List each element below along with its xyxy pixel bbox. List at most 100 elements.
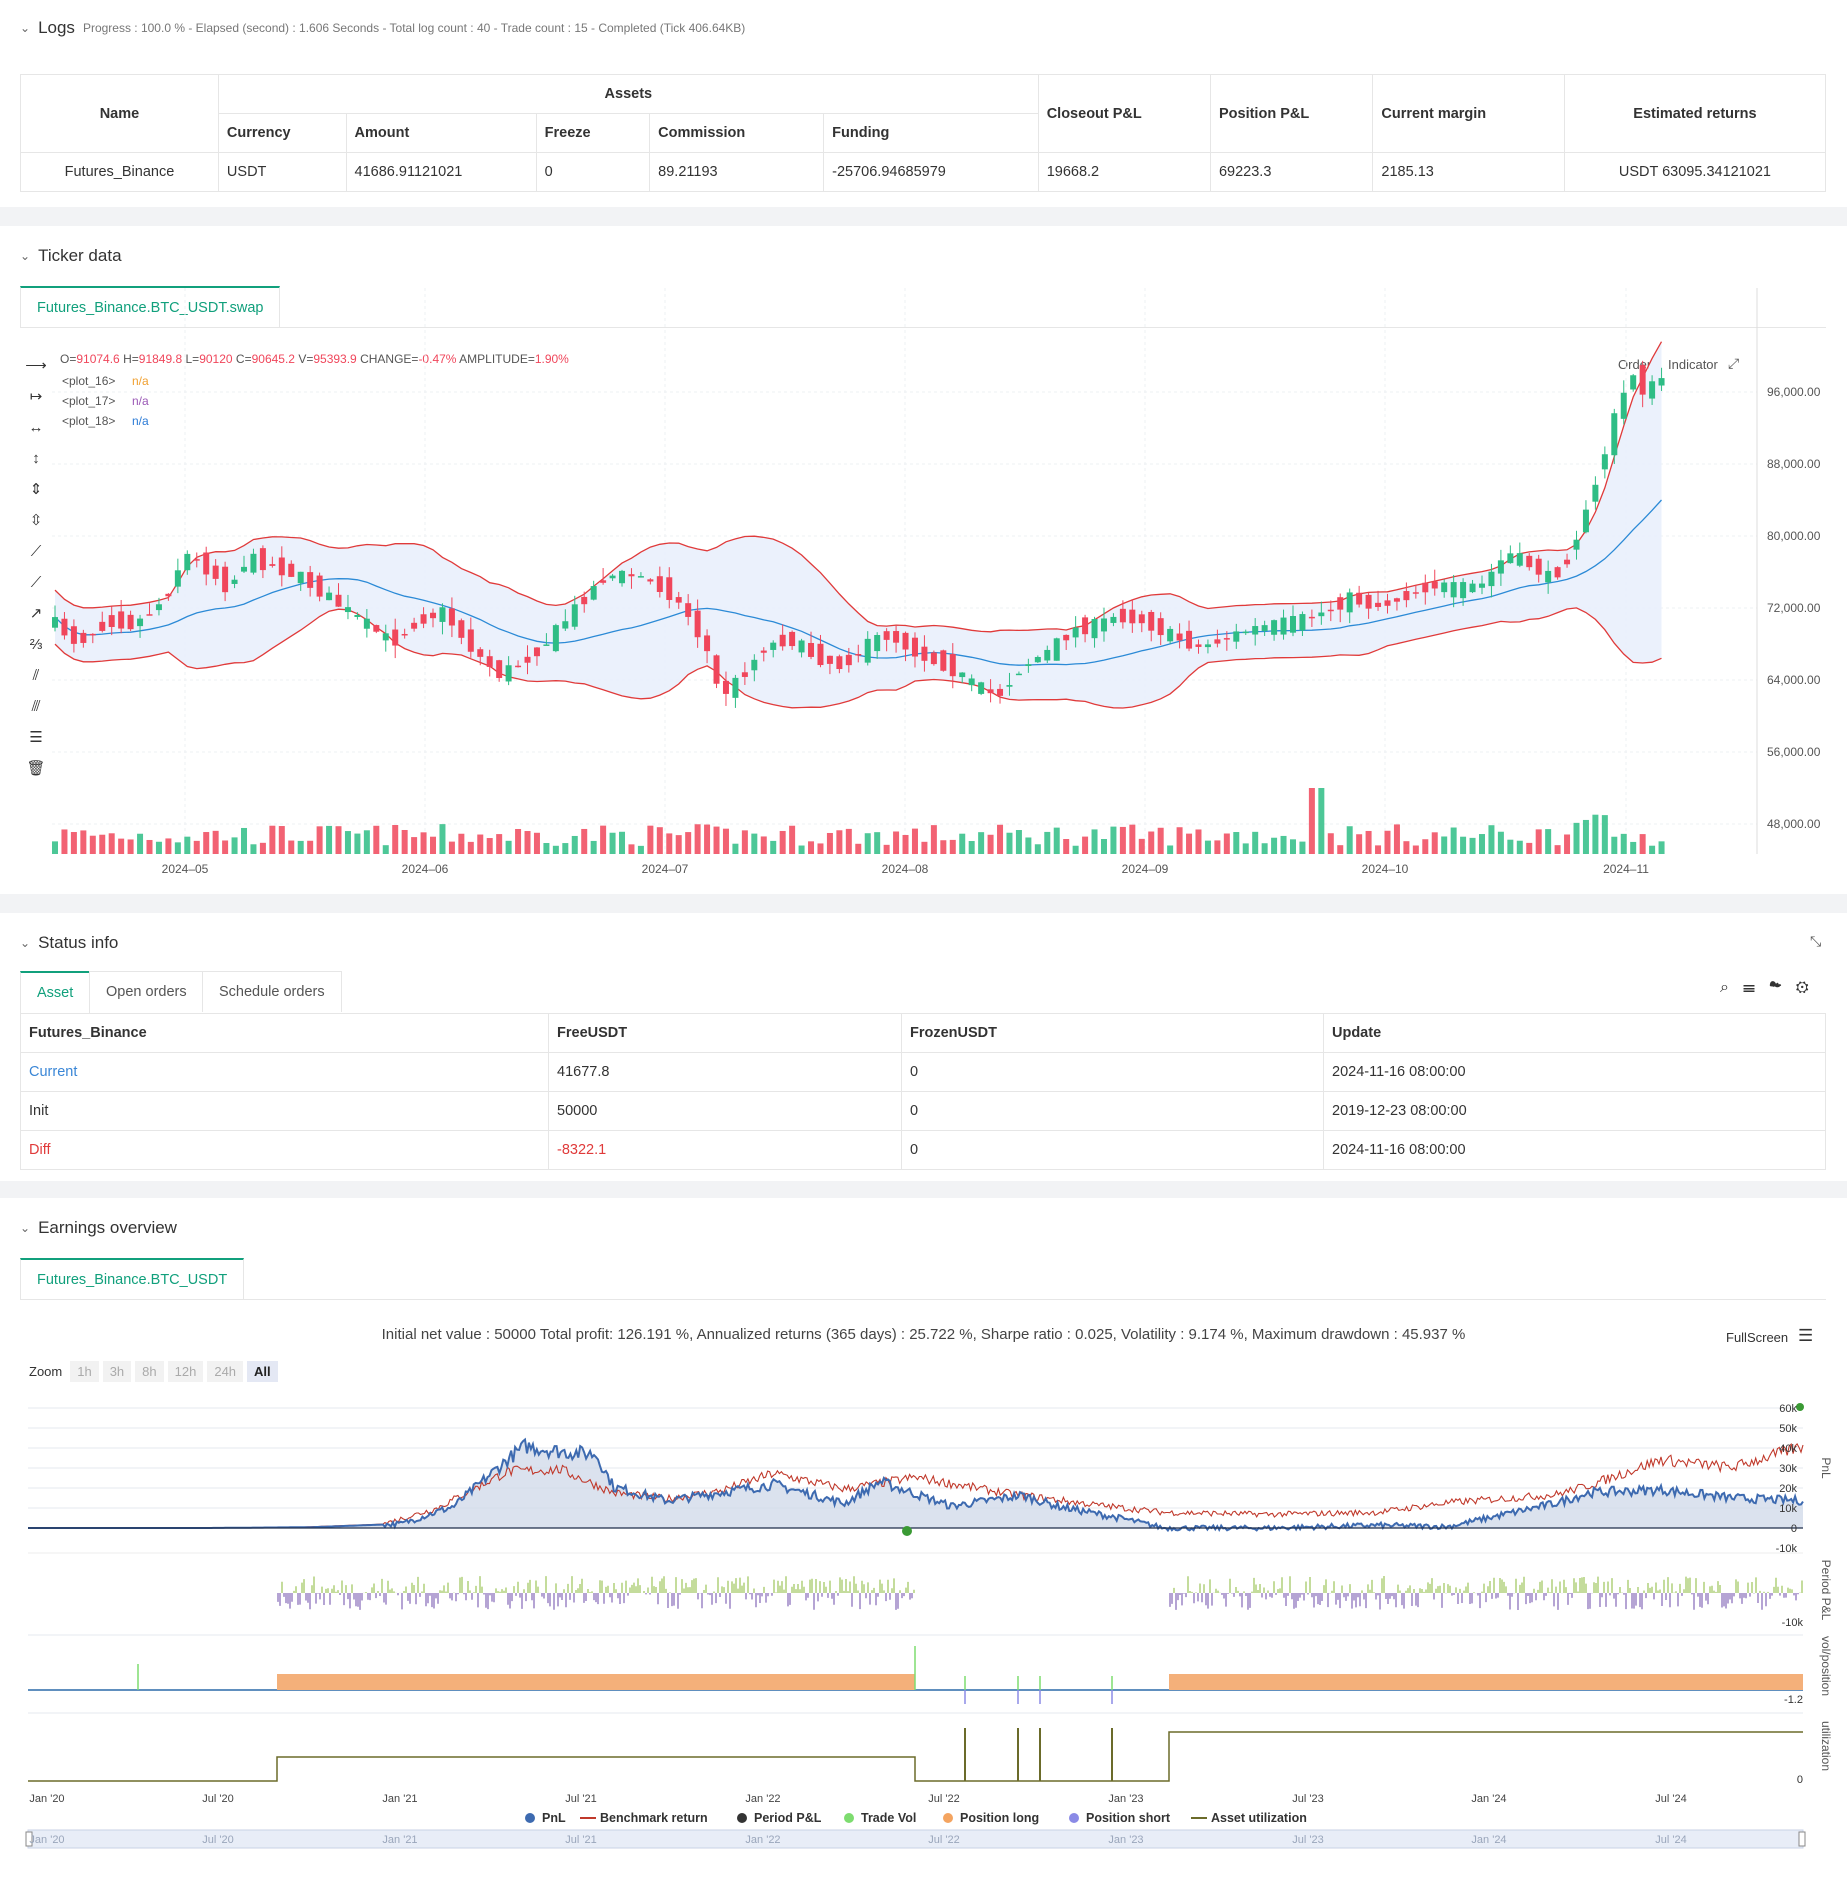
volume-bar bbox=[959, 833, 966, 854]
plot-value: n/a bbox=[132, 414, 149, 428]
volume-bar bbox=[1346, 826, 1353, 854]
tab-asset[interactable]: Asset bbox=[20, 971, 91, 1013]
gear-icon[interactable]: ⚙ bbox=[1795, 979, 1823, 996]
volume-bar bbox=[600, 825, 607, 854]
chevron-down-icon[interactable]: ⌄ bbox=[20, 249, 31, 263]
volume-bar bbox=[1006, 832, 1013, 854]
volume-bar bbox=[893, 831, 900, 854]
collapse-icon[interactable]: ⤡ bbox=[1810, 933, 1822, 949]
tab-ticker-symbol[interactable]: Futures_Binance.BTC_USDT.swap bbox=[20, 286, 281, 328]
tab-schedule-orders[interactable]: Schedule orders bbox=[202, 971, 342, 1012]
indicator-button[interactable]: Indicator bbox=[1668, 357, 1718, 372]
logs-header[interactable]: ⌄ Logs Progress : 100.0 % - Elapsed (sec… bbox=[20, 18, 745, 38]
horizontal-ray-tool-icon[interactable]: ↦ bbox=[29, 388, 43, 405]
candle-body bbox=[874, 635, 881, 652]
pitchfork-tool-icon[interactable]: ⫻ bbox=[31, 698, 41, 715]
candle-body bbox=[278, 557, 285, 576]
price-label-tool-icon[interactable]: ⅔ bbox=[29, 636, 43, 653]
price-tick: 56,000.00 bbox=[1767, 745, 1821, 759]
volume-bar bbox=[562, 843, 569, 854]
zoom-3h[interactable]: 3h bbox=[102, 1361, 132, 1382]
vertical-line-tool-icon[interactable]: ↕ bbox=[32, 450, 40, 467]
candle-body bbox=[108, 615, 115, 628]
series-legend[interactable]: PnL Benchmark return Period P&L Trade Vol Po… bbox=[525, 1811, 1307, 1825]
volume-bar bbox=[1478, 834, 1485, 854]
candle-body bbox=[817, 643, 824, 666]
arrow-line-tool-icon[interactable]: ↗ bbox=[29, 605, 43, 622]
logs-progress: Progress : 100.0 % - Elapsed (second) : … bbox=[82, 21, 746, 35]
volume-bar bbox=[590, 840, 597, 854]
ray-line-tool-icon[interactable]: ⟋ bbox=[30, 574, 42, 591]
volume-bar bbox=[1242, 843, 1249, 854]
navigator-handle-right[interactable] bbox=[1798, 1831, 1806, 1847]
candle-body bbox=[581, 596, 588, 605]
fibonacci-tool-icon[interactable]: ☰ bbox=[29, 729, 43, 746]
volume-bar bbox=[118, 838, 125, 854]
volume-bar bbox=[61, 829, 68, 854]
candle-body bbox=[637, 576, 644, 578]
volume-bar bbox=[637, 845, 644, 854]
pnl-tick: -10k bbox=[1776, 1543, 1798, 1555]
parallel-channel-tool-icon[interactable]: ⫽ bbox=[32, 667, 40, 684]
volume-bar bbox=[1337, 845, 1344, 854]
earnings-chart[interactable]: 60k 50k 40k 30k 20k 10k 0 -10k PnL -10k Period … bbox=[0, 1198, 1847, 1879]
tab-open-orders[interactable]: Open orders bbox=[89, 971, 204, 1012]
chevron-down-icon[interactable]: ⌄ bbox=[20, 1221, 31, 1235]
amp-value: 1.90% bbox=[534, 352, 569, 366]
extended-line-tool-icon[interactable]: ↔ bbox=[28, 419, 44, 436]
zoom-1h[interactable]: 1h bbox=[70, 1361, 99, 1382]
volume-bar bbox=[1308, 788, 1315, 854]
volume-bar bbox=[439, 824, 446, 854]
zoom-all[interactable]: All bbox=[247, 1361, 278, 1382]
volume-bar bbox=[921, 841, 928, 854]
vertical-segment-tool-icon[interactable]: ⇕ bbox=[29, 481, 43, 498]
trend-line-tool-icon[interactable]: ⟋ bbox=[30, 543, 42, 560]
cloud-download-icon[interactable]: ☁ bbox=[1768, 979, 1796, 996]
menu-icon[interactable]: ☰ bbox=[1798, 1326, 1814, 1345]
status-header[interactable]: ⌄ Status info bbox=[20, 933, 118, 953]
navigator-bar[interactable] bbox=[27, 1829, 1804, 1849]
chevron-down-icon[interactable]: ⌄ bbox=[20, 936, 31, 950]
volume-bar bbox=[448, 841, 455, 854]
expand-icon[interactable]: ⤢ bbox=[1728, 355, 1740, 371]
candle-body bbox=[1478, 583, 1485, 588]
tab-earnings-symbol[interactable]: Futures_Binance.BTC_USDT bbox=[20, 1258, 245, 1300]
navigator-handle-left[interactable] bbox=[25, 1831, 33, 1847]
price-tick: 80,000.00 bbox=[1767, 529, 1821, 543]
candlestick-chart[interactable]: 96,000.00 88,000.00 80,000.00 72,000.00 64,0… bbox=[0, 226, 1847, 894]
volume-bar bbox=[1138, 838, 1145, 854]
candle-body bbox=[675, 597, 682, 603]
horizontal-line-tool-icon[interactable]: ⟶ bbox=[25, 357, 47, 374]
list-icon[interactable]: ☰ bbox=[1742, 979, 1769, 996]
volume-bar bbox=[174, 842, 181, 854]
search-icon[interactable]: ⌕ bbox=[1720, 979, 1743, 996]
volume-bar bbox=[1167, 845, 1174, 854]
volume-bar bbox=[1507, 839, 1514, 854]
pnl-tick: 40k bbox=[1779, 1443, 1797, 1455]
candle-body bbox=[722, 680, 729, 694]
candle-body bbox=[297, 571, 304, 584]
candle-body bbox=[1318, 612, 1325, 617]
trash-icon[interactable]: 🗑 bbox=[26, 760, 46, 777]
candle-body bbox=[1488, 571, 1495, 587]
tab-divider bbox=[20, 327, 1826, 328]
volume-bar bbox=[467, 841, 474, 854]
zoom-24h[interactable]: 24h bbox=[207, 1361, 244, 1382]
volume-bar bbox=[940, 840, 947, 854]
candle-body bbox=[496, 660, 503, 679]
h-value: 91849.8 bbox=[138, 352, 183, 366]
row-label-current[interactable]: Current bbox=[20, 1052, 549, 1092]
pnl-tick: 10k bbox=[1779, 1503, 1797, 1515]
candle-body bbox=[619, 570, 626, 584]
fullscreen-button[interactable]: FullScreen bbox=[1726, 1330, 1789, 1345]
volume-bar bbox=[1639, 834, 1646, 854]
ticker-header[interactable]: ⌄ Ticker data bbox=[20, 246, 122, 266]
zoom-8h[interactable]: 8h bbox=[135, 1361, 164, 1382]
chevron-down-icon[interactable]: ⌄ bbox=[20, 21, 31, 35]
candle-body bbox=[127, 614, 134, 630]
earnings-header[interactable]: ⌄ Earnings overview bbox=[20, 1218, 177, 1238]
candle-body bbox=[1271, 620, 1278, 635]
v-value: 95393.9 bbox=[313, 352, 357, 366]
vertical-ray-tool-icon[interactable]: ⇳ bbox=[29, 512, 43, 529]
zoom-12h[interactable]: 12h bbox=[167, 1361, 204, 1382]
